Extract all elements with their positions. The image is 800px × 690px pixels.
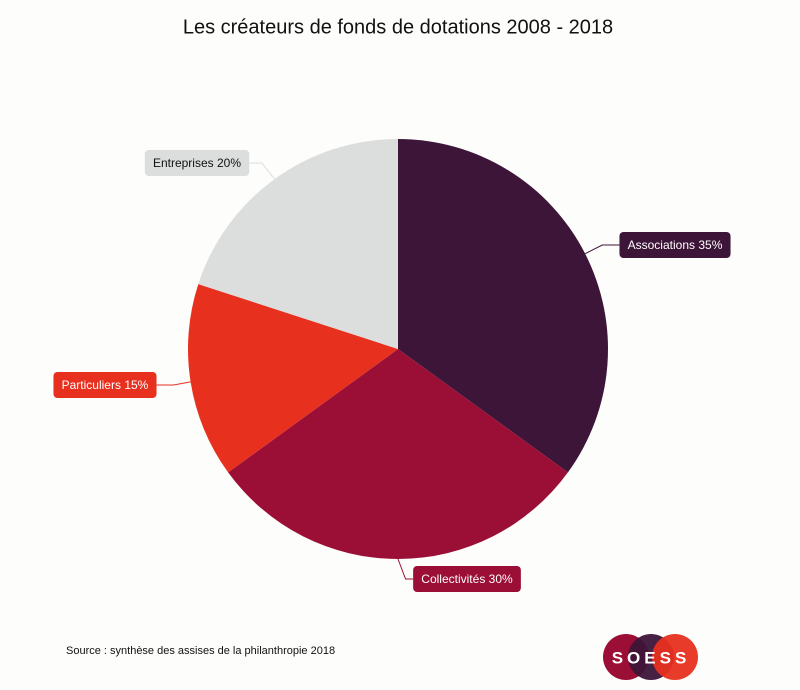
- category-name: Entreprises: [153, 156, 214, 170]
- logo-circle: [652, 634, 698, 680]
- pie-slice: [198, 139, 398, 349]
- value-label: 30%: [489, 572, 513, 586]
- data-label: Particuliers 15%: [53, 372, 157, 398]
- label-connector: [397, 558, 414, 580]
- label-box: [413, 566, 521, 592]
- value-label: 20%: [217, 156, 241, 170]
- label-box: [619, 232, 731, 258]
- chart-title: Les créateurs de fonds de dotations 2008…: [183, 16, 613, 38]
- source-note: Source : synthèse des assises de la phil…: [66, 645, 335, 657]
- label-text: Associations 35%: [628, 238, 723, 252]
- label-text: Particuliers 15%: [62, 378, 149, 392]
- label-text: Entreprises 20%: [153, 156, 241, 170]
- label-box: [144, 150, 250, 176]
- pie-slice: [228, 349, 568, 559]
- logo-text: SOESS: [612, 648, 691, 667]
- pie-slice: [398, 139, 608, 473]
- label-connector: [156, 381, 191, 386]
- label-connector: [584, 244, 620, 255]
- data-label: Collectivités 30%: [413, 566, 521, 592]
- label-box: [53, 372, 157, 398]
- category-name: Particuliers: [62, 378, 121, 392]
- category-name: Collectivités: [421, 572, 485, 586]
- data-label: Entreprises 20%: [144, 150, 250, 176]
- category-name: Associations: [628, 238, 695, 252]
- logo: SOESS: [603, 634, 698, 680]
- label-text: Collectivités 30%: [421, 572, 513, 586]
- value-label: 35%: [698, 238, 722, 252]
- label-connector: [249, 162, 275, 180]
- value-label: 15%: [124, 378, 148, 392]
- data-label: Associations 35%: [619, 232, 731, 258]
- pie-slice: [188, 284, 398, 473]
